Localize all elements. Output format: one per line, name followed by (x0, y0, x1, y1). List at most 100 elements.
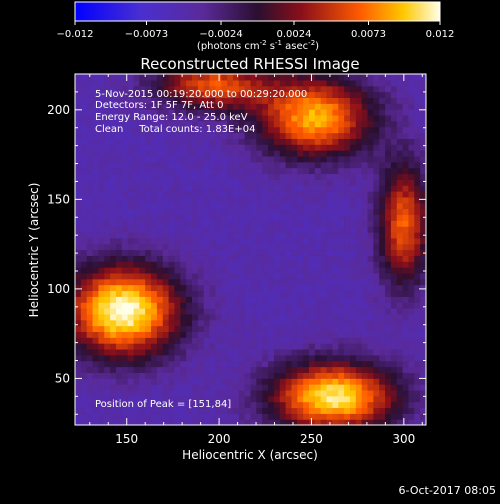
heatmap-cell (110, 167, 117, 175)
heatmap-cell (268, 354, 275, 362)
heatmap-cell (309, 389, 316, 397)
heatmap-cell (344, 331, 351, 338)
heatmap-cell (361, 196, 369, 204)
heatmap-cell (238, 202, 246, 210)
heatmap-cell (414, 272, 421, 280)
heatmap-cell (355, 231, 363, 239)
heatmap-cell (250, 278, 257, 286)
heatmap-cell (80, 120, 88, 128)
heatmap-cell (250, 220, 257, 227)
heatmap-cell (344, 120, 351, 128)
heatmap-cell (414, 249, 421, 256)
heatmap-cell (197, 237, 205, 245)
heatmap-cell (209, 325, 216, 332)
heatmap-cell (192, 144, 199, 151)
heatmap-cell (303, 161, 310, 169)
heatmap-cell (115, 395, 123, 403)
heatmap-cell (326, 261, 333, 268)
heatmap-cell (121, 208, 129, 215)
heatmap-cell (80, 325, 88, 332)
heatmap-cell (256, 313, 263, 321)
heatmap-cell (309, 214, 316, 221)
heatmap-cell (110, 243, 117, 251)
heatmap-cell (209, 79, 216, 87)
heatmap-cell (338, 155, 345, 163)
heatmap-cell (215, 348, 222, 356)
heatmap-cell (139, 319, 146, 327)
heatmap-cell (297, 214, 304, 221)
heatmap-cell (244, 237, 252, 245)
heatmap-cell (390, 97, 398, 104)
heatmap-cell (80, 220, 88, 227)
heatmap-cell (332, 79, 339, 87)
heatmap-cell (244, 389, 252, 397)
heatmap-cell (344, 319, 351, 327)
heatmap-cell (361, 395, 369, 403)
heatmap-cell (379, 378, 386, 385)
heatmap-cell (373, 302, 380, 309)
heatmap-cell (344, 278, 351, 286)
heatmap-cell (209, 126, 216, 134)
heatmap-cell (121, 413, 129, 420)
heatmap-cell (408, 79, 415, 87)
heatmap-cell (373, 384, 380, 391)
heatmap-cell (174, 325, 181, 332)
heatmap-cell (127, 395, 135, 403)
heatmap-cell (156, 313, 164, 321)
heatmap-cell (139, 132, 146, 139)
heatmap-cell (133, 384, 140, 391)
heatmap-cell (92, 196, 99, 204)
heatmap-cell (285, 155, 293, 163)
heatmap-cell (145, 109, 152, 116)
heatmap-cell (168, 138, 176, 145)
heatmap-cell (262, 179, 269, 186)
heatmap-cell (338, 401, 345, 409)
heatmap-cell (110, 237, 117, 245)
heatmap-cell (385, 185, 392, 192)
heatmap-cell (273, 120, 281, 128)
heatmap-cell (145, 378, 152, 385)
heatmap-cell (98, 79, 105, 87)
heatmap-cell (168, 202, 176, 210)
heatmap-cell (203, 366, 211, 373)
heatmap-cell (197, 313, 205, 321)
heatmap-cell (86, 337, 94, 344)
heatmap-cell (98, 278, 105, 286)
heatmap-cell (238, 155, 246, 163)
heatmap-cell (174, 272, 181, 280)
heatmap-cell (262, 378, 269, 385)
heatmap-cell (232, 267, 240, 274)
heatmap-cell (197, 150, 205, 157)
heatmap-cell (314, 348, 322, 356)
heatmap-cell (297, 384, 304, 391)
heatmap-cell (215, 120, 222, 128)
heatmap-cell (92, 85, 99, 93)
heatmap-cell (75, 214, 82, 221)
heatmap-cell (414, 126, 421, 134)
heatmap-cell (355, 109, 363, 116)
heatmap-cell (338, 150, 345, 157)
heatmap-cell (80, 126, 88, 134)
heatmap-cell (127, 208, 135, 215)
heatmap-cell (192, 354, 199, 362)
heatmap-cell (215, 85, 222, 93)
heatmap-cell (139, 372, 146, 379)
heatmap-cell (385, 91, 392, 98)
heatmap-cell (98, 237, 105, 245)
heatmap-cell (232, 278, 240, 286)
heatmap-cell (349, 325, 357, 332)
heatmap-cell (402, 272, 410, 280)
heatmap-cell (156, 348, 164, 356)
heatmap-cell (203, 144, 211, 151)
heatmap-cell (420, 378, 426, 385)
heatmap-cell (215, 208, 222, 215)
heatmap-cell (309, 384, 316, 391)
heatmap-cell (215, 132, 222, 139)
heatmap-cell (250, 109, 257, 116)
heatmap-cell (314, 173, 322, 180)
heatmap-cell (285, 79, 293, 87)
heatmap-cell (192, 267, 199, 274)
heatmap-cell (268, 167, 275, 175)
heatmap-cell (390, 302, 398, 309)
heatmap-cell (139, 348, 146, 356)
